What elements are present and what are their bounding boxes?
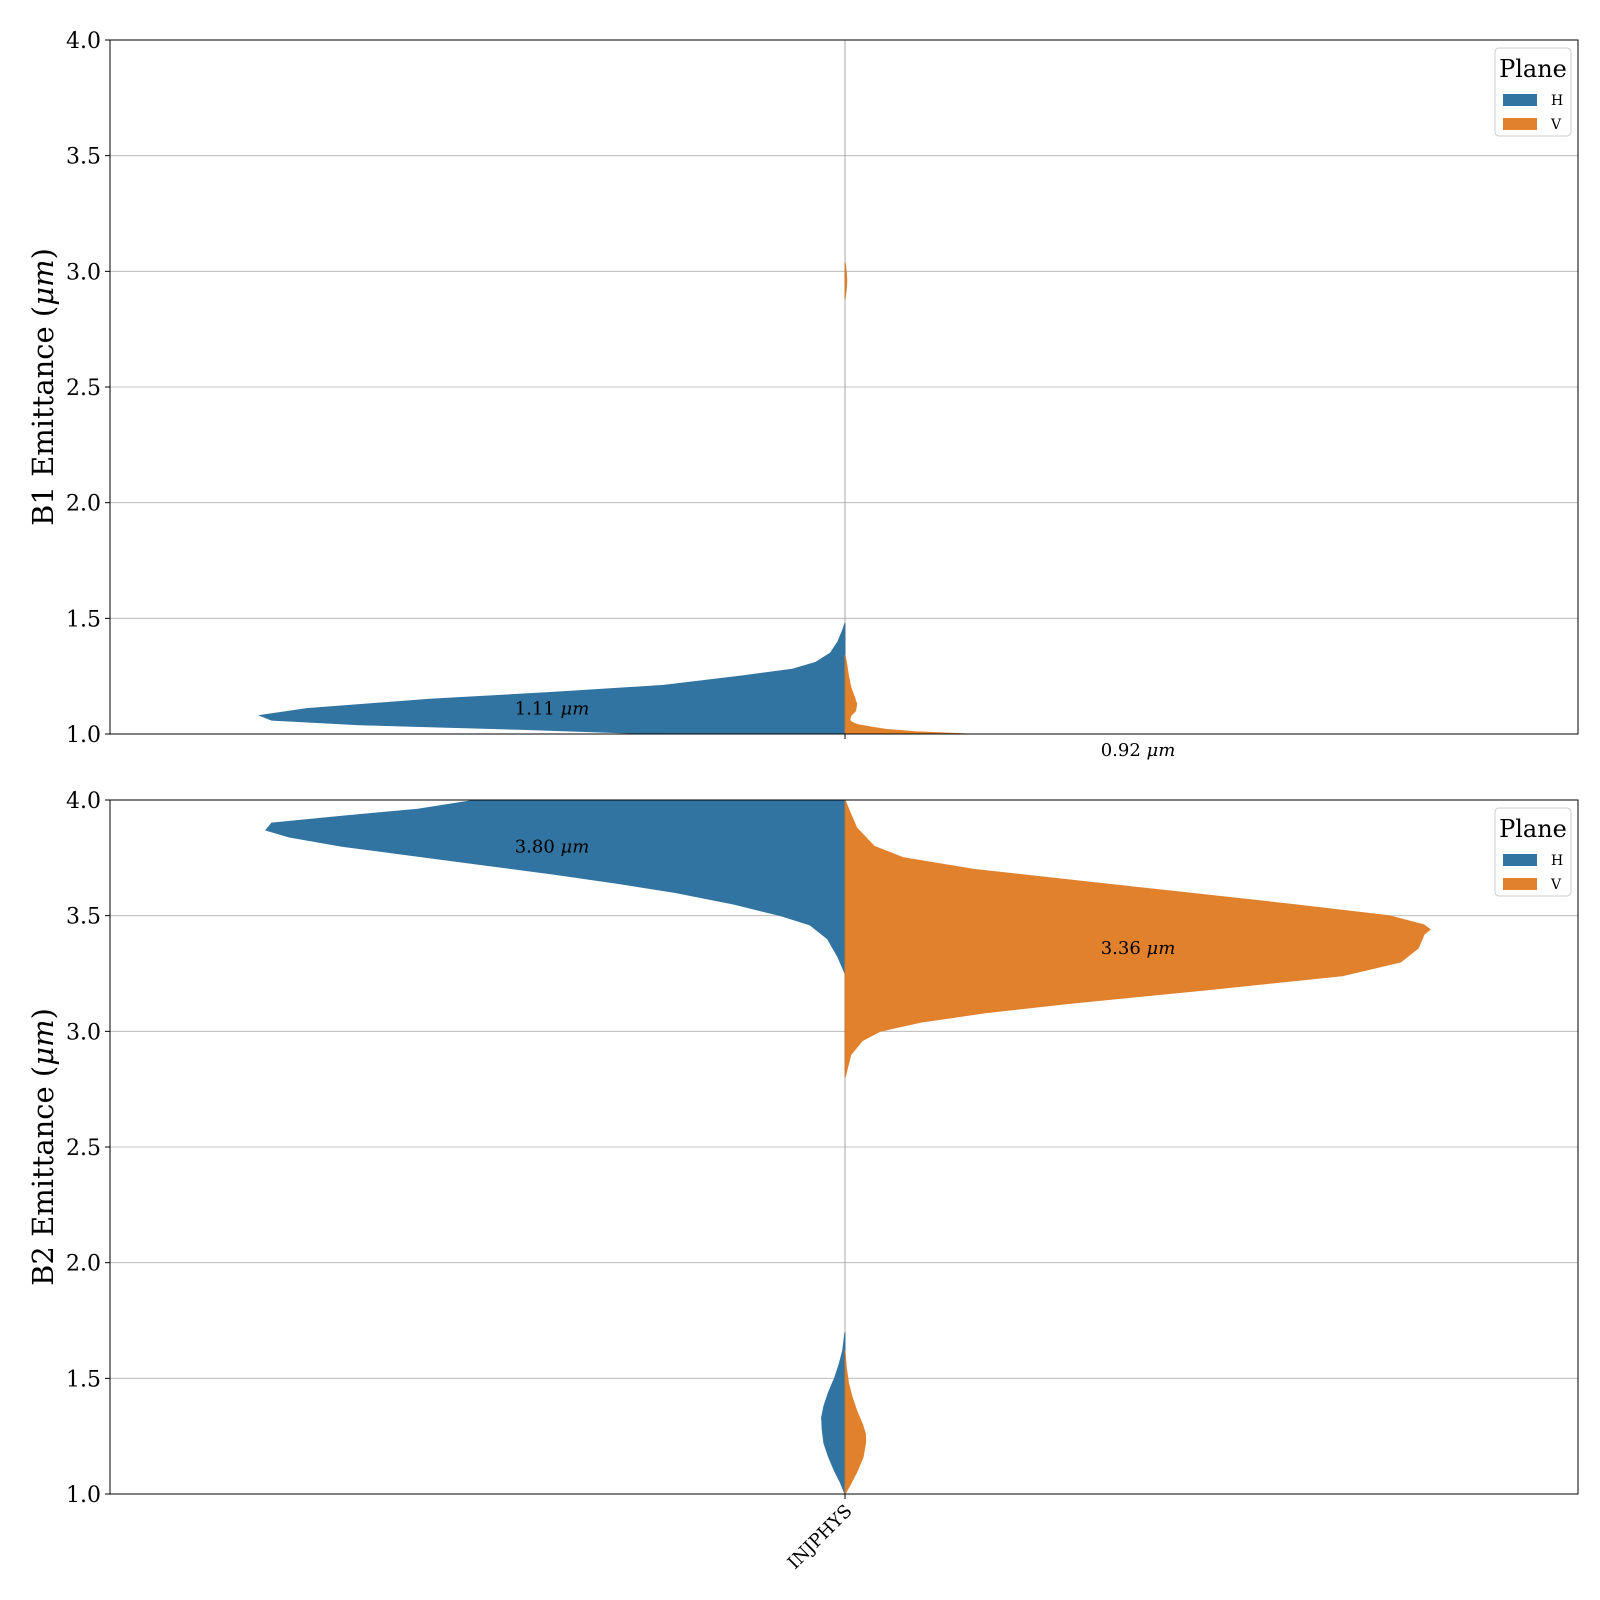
violin-v-right (844, 1350, 866, 1494)
annotation-h: 1.11 μm (515, 699, 590, 720)
violin-h-left (265, 800, 846, 974)
violin-h-left (258, 622, 846, 734)
legend-title: Plane (1499, 815, 1567, 843)
violins (265, 800, 1431, 1494)
legend-box (1494, 807, 1572, 897)
y-axis-title: B1 Emittance (μm) (26, 248, 60, 526)
y-tick-label: 2.0 (66, 492, 101, 517)
legend-label-h: H (1551, 853, 1563, 869)
annotation-h: 3.80 μm (515, 836, 590, 857)
y-tick-label: 1.5 (66, 1367, 101, 1392)
legend-swatch-v (1503, 878, 1537, 890)
panel-1: 1.0 1.5 2.0 2.5 3.0 3.5 4.0 B1 Emittance (μm) 1.… (26, 29, 1579, 761)
x-tick-label: INJPHYS (784, 1501, 857, 1574)
legend: Plane HV (1494, 807, 1572, 897)
y-tick-label: 1.0 (66, 723, 101, 748)
y-tick-label: 2.5 (66, 376, 101, 401)
y-tick-label: 4.0 (66, 29, 101, 54)
y-tick-label: 2.5 (66, 1136, 101, 1161)
y-tick-label: 1.0 (66, 1483, 101, 1508)
annotation-v: 0.92 μm (1101, 740, 1176, 761)
y-tick-label: 2.0 (66, 1252, 101, 1277)
legend-label-v: V (1550, 117, 1562, 133)
legend-label-h: H (1551, 93, 1563, 109)
legend-label-v: V (1550, 877, 1562, 893)
legend-swatch-v (1503, 118, 1537, 130)
legend-swatch-h (1503, 94, 1537, 106)
legend: Plane HV (1494, 47, 1572, 137)
y-tick-label: 3.5 (66, 145, 101, 170)
violins (258, 40, 968, 734)
y-tick-label: 3.0 (66, 260, 101, 285)
legend-title: Plane (1499, 55, 1567, 83)
y-tick-label: 4.0 (66, 789, 101, 814)
y-axis-title: B2 Emittance (μm) (26, 1008, 60, 1286)
violin-v-right (844, 800, 1431, 1078)
annotation-v: 3.36 μm (1101, 938, 1176, 959)
y-tick-label: 1.5 (66, 607, 101, 632)
violin-v-right (844, 262, 848, 300)
violin-v-right (844, 655, 968, 734)
legend-box (1494, 47, 1572, 137)
violin-h-left (821, 1332, 846, 1494)
panel-2: 1.0 1.5 2.0 2.5 3.0 3.5 4.0 B2 Emittance (μm) 3.… (26, 789, 1579, 1508)
y-tick-label: 3.0 (66, 1020, 101, 1045)
y-tick-label: 3.5 (66, 905, 101, 930)
legend-swatch-h (1503, 854, 1537, 866)
